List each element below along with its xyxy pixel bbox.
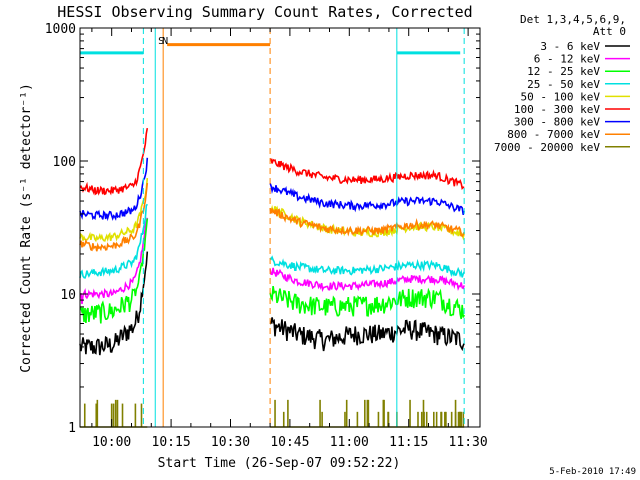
series-25-50-kev-seg2 bbox=[269, 255, 465, 278]
x-tick-label: 11:30 bbox=[449, 435, 488, 450]
chart-title: HESSI Observing Summary Count Rates, Cor… bbox=[57, 3, 472, 21]
legend-entry-label: 7000 - 20000 keV bbox=[494, 141, 600, 154]
y-axis: 1 10 100 1000 bbox=[45, 22, 480, 436]
series-12-25-kev-seg1 bbox=[79, 218, 149, 324]
x-tick-label: 10:30 bbox=[211, 435, 250, 450]
series-12-25-kev-seg2 bbox=[269, 285, 465, 320]
plot-area: SN bbox=[79, 28, 465, 428]
legend-entry-label: 300 - 800 keV bbox=[514, 116, 600, 129]
series-6-12-kev-seg1 bbox=[79, 217, 149, 304]
series-100-300-kev-seg1 bbox=[79, 127, 149, 196]
series-3-6-kev-seg2 bbox=[269, 317, 465, 352]
series-300-800-kev-seg2 bbox=[269, 182, 465, 216]
series-3-6-kev-seg1 bbox=[79, 251, 149, 356]
x-axis: 10:00 10:15 10:30 10:45 11:00 11:15 11:30 bbox=[91, 28, 488, 450]
legend-title-line: Att 0 bbox=[593, 25, 626, 38]
series-300-800-kev-seg1 bbox=[79, 157, 149, 222]
series-100-300-kev-seg2 bbox=[269, 158, 465, 190]
legend-entry-label: 800 - 7000 keV bbox=[507, 128, 600, 141]
legend-entry-label: 25 - 50 keV bbox=[527, 78, 600, 91]
legend-entry-label: 50 - 100 keV bbox=[521, 90, 601, 103]
flag-n: N bbox=[162, 36, 168, 47]
legend-title-line: Det 1,3,4,5,6,9, bbox=[520, 13, 626, 26]
y-tick-label: 1 bbox=[68, 421, 76, 436]
legend-entry-label: 6 - 12 keV bbox=[534, 53, 601, 66]
series-50-100-kev-seg2 bbox=[269, 204, 465, 241]
legend-entry-label: 12 - 25 keV bbox=[527, 65, 600, 78]
y-tick-label: 1000 bbox=[45, 22, 76, 37]
series-25-50-kev-seg1 bbox=[79, 203, 148, 279]
footer-timestamp: 5-Feb-2010 17:49 bbox=[549, 467, 636, 477]
plot-frame bbox=[79, 27, 481, 428]
legend-entry-label: 100 - 300 keV bbox=[514, 103, 600, 116]
x-tick-label: 11:15 bbox=[389, 435, 428, 450]
y-tick-label: 10 bbox=[60, 288, 76, 303]
flag-s: S bbox=[158, 36, 164, 47]
y-axis-label: Corrected Count Rate (s⁻¹ detector⁻¹) bbox=[19, 83, 34, 373]
x-tick-label: 10:15 bbox=[152, 435, 191, 450]
x-tick-label: 11:00 bbox=[330, 435, 369, 450]
y-tick-label: 100 bbox=[53, 155, 76, 170]
legend-entry-label: 3 - 6 keV bbox=[540, 40, 600, 53]
series-800-7000-kev-seg2 bbox=[269, 208, 465, 238]
series-6-12-kev-seg2 bbox=[269, 267, 465, 293]
series-800-7000-kev-seg1 bbox=[79, 183, 149, 252]
x-tick-label: 10:45 bbox=[270, 435, 309, 450]
series-50-100-kev-seg1 bbox=[79, 177, 149, 243]
x-tick-label: 10:00 bbox=[92, 435, 131, 450]
x-axis-label: Start Time (26-Sep-07 09:52:22) bbox=[158, 456, 401, 471]
